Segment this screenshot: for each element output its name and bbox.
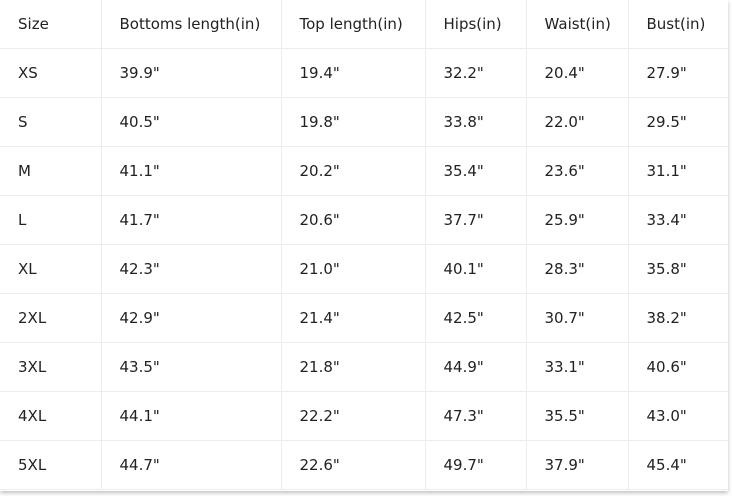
table-cell: 2XL: [0, 293, 102, 343]
table-row: 3XL 43.5" 21.8" 44.9" 33.1" 40.6": [0, 342, 728, 392]
table-row: 5XL 44.7" 22.6" 49.7" 37.9" 45.4": [0, 440, 728, 490]
table-cell: 25.9": [525, 195, 629, 245]
table-cell: 19.4": [280, 48, 426, 98]
table-cell: XS: [0, 48, 102, 98]
table-cell: 40.5": [100, 97, 282, 147]
table-row: M 41.1" 20.2" 35.4" 23.6" 31.1": [0, 146, 728, 196]
table-cell: 22.6": [280, 440, 426, 490]
table-row: XL 42.3" 21.0" 40.1" 28.3" 35.8": [0, 244, 728, 294]
table-cell: 3XL: [0, 342, 102, 392]
table-cell: 44.7": [100, 440, 282, 490]
table-cell: 44.1": [100, 391, 282, 441]
table-cell: 47.3": [424, 391, 527, 441]
header-cell: Size: [0, 0, 102, 49]
table-cell: 22.0": [525, 97, 629, 147]
table-cell: 31.1": [627, 146, 728, 196]
table-cell: 22.2": [280, 391, 426, 441]
table-cell: 20.2": [280, 146, 426, 196]
table-cell: 35.5": [525, 391, 629, 441]
table-cell: 49.7": [424, 440, 527, 490]
header-row: Size Bottoms length(in) Top length(in) Hips…: [0, 0, 728, 49]
table-cell: 33.4": [627, 195, 728, 245]
table-cell: 40.6": [627, 342, 728, 392]
table-cell: 42.5": [424, 293, 527, 343]
table-cell: 33.8": [424, 97, 527, 147]
table-row: 2XL 42.9" 21.4" 42.5" 30.7" 38.2": [0, 293, 728, 343]
table-cell: 44.9": [424, 342, 527, 392]
table-cell: 37.9": [525, 440, 629, 490]
table-cell: 23.6": [525, 146, 629, 196]
table-cell: XL: [0, 244, 102, 294]
table-cell: 29.5": [627, 97, 728, 147]
table-cell: 21.8": [280, 342, 426, 392]
header-cell: Bottoms length(in): [100, 0, 282, 49]
table-cell: 43.5": [100, 342, 282, 392]
table-cell: 21.0": [280, 244, 426, 294]
table-cell: 30.7": [525, 293, 629, 343]
table-cell: 45.4": [627, 440, 728, 490]
table-row: 4XL 44.1" 22.2" 47.3" 35.5" 43.0": [0, 391, 728, 441]
table-cell: 39.9": [100, 48, 282, 98]
table-cell: L: [0, 195, 102, 245]
table-cell: 28.3": [525, 244, 629, 294]
table-cell: 42.9": [100, 293, 282, 343]
table-cell: 4XL: [0, 391, 102, 441]
table-cell: 41.1": [100, 146, 282, 196]
table-cell: 42.3": [100, 244, 282, 294]
header-cell: Bust(in): [627, 0, 728, 49]
table-cell: 35.4": [424, 146, 527, 196]
table-row: XS 39.9" 19.4" 32.2" 20.4" 27.9": [0, 48, 728, 98]
table-cell: S: [0, 97, 102, 147]
table-cell: 43.0": [627, 391, 728, 441]
table-cell: 32.2": [424, 48, 527, 98]
table-cell: 33.1": [525, 342, 629, 392]
header-cell: Waist(in): [525, 0, 629, 49]
table-row: L 41.7" 20.6" 37.7" 25.9" 33.4": [0, 195, 728, 245]
header-cell: Hips(in): [424, 0, 527, 49]
table-cell: 37.7": [424, 195, 527, 245]
table-cell: 38.2": [627, 293, 728, 343]
table-cell: 41.7": [100, 195, 282, 245]
table-cell: 35.8": [627, 244, 728, 294]
table-cell: 27.9": [627, 48, 728, 98]
table-cell: 19.8": [280, 97, 426, 147]
table-row: S 40.5" 19.8" 33.8" 22.0" 29.5": [0, 97, 728, 147]
table-cell: 5XL: [0, 440, 102, 490]
table-cell: M: [0, 146, 102, 196]
table-cell: 40.1": [424, 244, 527, 294]
table-cell: 20.6": [280, 195, 426, 245]
table-cell: 20.4": [525, 48, 629, 98]
table-cell: 21.4": [280, 293, 426, 343]
header-cell: Top length(in): [280, 0, 426, 49]
